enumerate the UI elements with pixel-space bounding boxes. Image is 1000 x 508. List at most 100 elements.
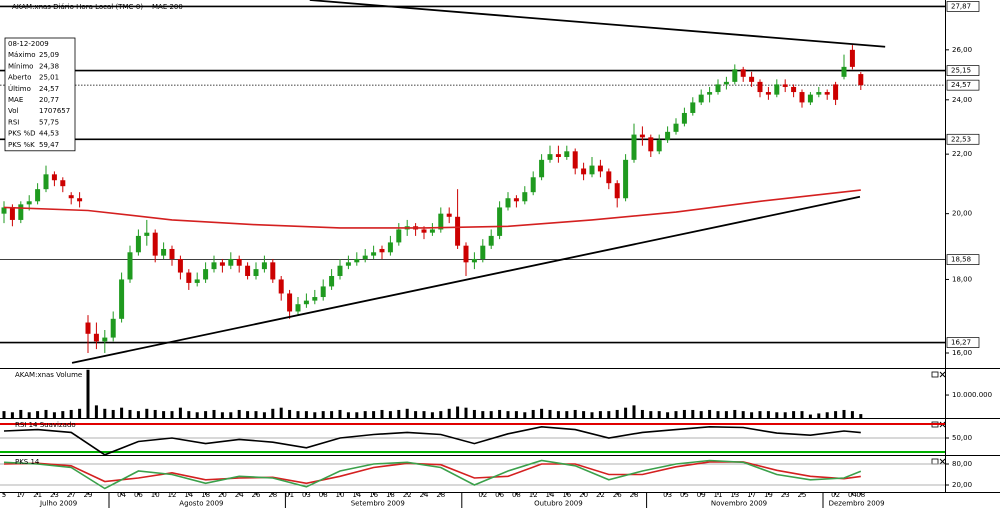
x-tick-label: 27 — [67, 491, 76, 499]
candle-body — [505, 198, 511, 208]
volume-bar — [716, 411, 720, 418]
x-tick-label: 26 — [252, 491, 261, 499]
candle-body — [278, 279, 284, 294]
candle-body — [303, 300, 309, 305]
candle-body — [858, 74, 864, 86]
volume-bar — [775, 412, 779, 418]
candle-body — [648, 137, 654, 152]
volume-bar — [859, 414, 863, 418]
volume-bar — [657, 411, 661, 418]
candle-body — [203, 269, 209, 280]
x-tick-label: 08 — [319, 491, 328, 499]
info-label: Aberto — [8, 74, 31, 82]
candle-body — [312, 297, 318, 301]
info-value: 25,01 — [39, 74, 59, 82]
info-value: 1707657 — [39, 107, 70, 115]
level-label-box — [946, 79, 980, 91]
volume-bar — [237, 409, 241, 418]
y-tick-label: 18,00 — [952, 275, 972, 283]
volume-bar — [447, 408, 451, 418]
x-tick-label: 29 — [84, 491, 93, 499]
x-tick-label: 18 — [386, 491, 395, 499]
info-label: PKS %K — [8, 141, 35, 149]
volume-bar — [817, 413, 821, 418]
candle-body — [421, 229, 427, 233]
candle-body — [135, 235, 141, 253]
info-label: Vol — [8, 107, 19, 115]
y-tick-label: 10.000.000 — [952, 391, 992, 399]
volume-bar — [556, 411, 560, 418]
x-tick-label: 26 — [613, 491, 622, 499]
level-label: 22,53 — [951, 135, 971, 143]
level-label: 18,58 — [951, 256, 971, 264]
level-label-box — [946, 1, 980, 12]
volume-bar — [330, 411, 334, 418]
x-tick-label: 10 — [151, 491, 160, 499]
volume-bar — [842, 409, 846, 418]
candle-body — [93, 333, 99, 342]
volume-bar — [279, 407, 283, 418]
info-value: 44,53 — [39, 130, 59, 138]
candle-body — [295, 304, 301, 312]
candle-body — [707, 92, 713, 95]
volume-bar — [128, 409, 132, 418]
trendline — [309, 0, 886, 48]
candle-body — [799, 92, 805, 103]
candle-body — [597, 165, 603, 172]
y-tick-label: 22,00 — [952, 150, 972, 158]
volume-bar — [212, 409, 216, 418]
volume-bar — [94, 405, 98, 418]
x-tick-label: 05 — [680, 491, 689, 499]
volume-bar — [36, 411, 40, 418]
x-tick-label: 14 — [352, 491, 361, 499]
candle-body — [320, 286, 326, 298]
volume-bar — [246, 411, 250, 418]
volume-bar — [52, 412, 56, 418]
candle-body — [791, 86, 797, 93]
volume-bar — [229, 412, 233, 418]
volume-bar — [523, 412, 527, 418]
x-tick-label: 06 — [134, 491, 143, 499]
candle-body — [211, 262, 217, 270]
volume-bar — [498, 409, 502, 418]
info-label: Mínimo — [8, 62, 33, 70]
candle-body — [35, 189, 41, 202]
volume-bar — [86, 369, 90, 418]
x-tick-label: 21 — [33, 491, 42, 499]
candle-body — [614, 183, 620, 199]
indicator-line — [3, 189, 861, 229]
x-tick-label: 02 — [831, 491, 840, 499]
volume-bar — [2, 411, 6, 418]
candle-body — [513, 198, 519, 202]
volume-bar — [506, 411, 510, 418]
candle-body — [1, 207, 7, 214]
x-tick-label: 18 — [201, 491, 210, 499]
candle-body — [51, 174, 57, 181]
y-tick-label: 24,00 — [952, 96, 972, 104]
candle-body — [572, 151, 578, 169]
level-label-box — [946, 254, 980, 265]
volume-bar — [565, 411, 569, 418]
candle-body — [488, 235, 494, 246]
volume-bar — [61, 411, 65, 418]
volume-bar — [430, 412, 434, 418]
candle-body — [774, 84, 780, 95]
level-label: 27,87 — [951, 2, 971, 10]
indicator-line — [3, 425, 861, 456]
panel-title: AKAM:xnas Volume — [15, 371, 82, 379]
close-icon — [939, 458, 946, 465]
volume-bar — [405, 408, 409, 418]
candle-body — [396, 229, 402, 243]
candle-body — [60, 180, 66, 187]
volume-bar — [758, 411, 762, 418]
volume-bar — [44, 409, 48, 418]
candle-body — [581, 168, 587, 175]
volume-bar — [422, 411, 426, 418]
x-tick-label: 20 — [218, 491, 227, 499]
volume-bar — [296, 411, 300, 418]
x-tick-label: 19 — [764, 491, 773, 499]
volume-bar — [733, 409, 737, 418]
info-label: MAE — [8, 96, 23, 104]
x-tick-label: 17 — [747, 491, 756, 499]
